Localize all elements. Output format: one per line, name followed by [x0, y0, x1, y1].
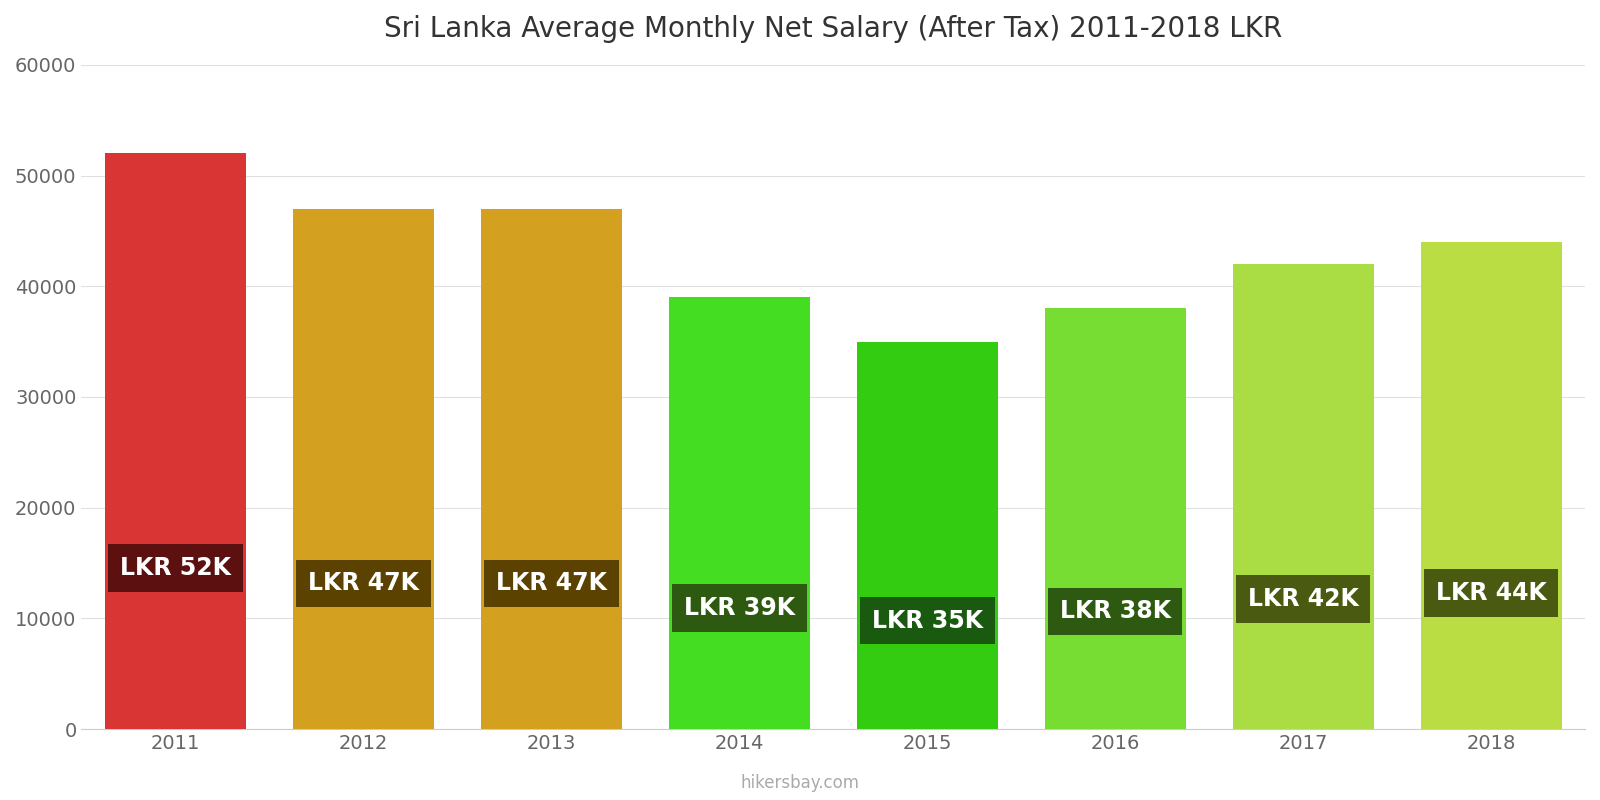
Text: LKR 42K: LKR 42K	[1248, 587, 1358, 611]
Bar	[106, 154, 246, 729]
Text: LKR 39K: LKR 39K	[683, 596, 795, 620]
Text: LKR 35K: LKR 35K	[872, 609, 982, 633]
Bar	[480, 209, 622, 729]
Bar	[293, 209, 434, 729]
Bar	[856, 342, 998, 729]
Text: LKR 47K: LKR 47K	[307, 571, 419, 595]
Title: Sri Lanka Average Monthly Net Salary (After Tax) 2011-2018 LKR: Sri Lanka Average Monthly Net Salary (Af…	[384, 15, 1282, 43]
Bar	[1045, 308, 1186, 729]
Text: hikersbay.com: hikersbay.com	[741, 774, 859, 792]
Text: LKR 52K: LKR 52K	[120, 556, 230, 580]
Bar	[1232, 264, 1373, 729]
Bar	[1421, 242, 1562, 729]
Text: LKR 47K: LKR 47K	[496, 571, 606, 595]
Text: LKR 38K: LKR 38K	[1059, 599, 1171, 623]
Bar	[669, 298, 810, 729]
Text: LKR 44K: LKR 44K	[1435, 581, 1547, 605]
